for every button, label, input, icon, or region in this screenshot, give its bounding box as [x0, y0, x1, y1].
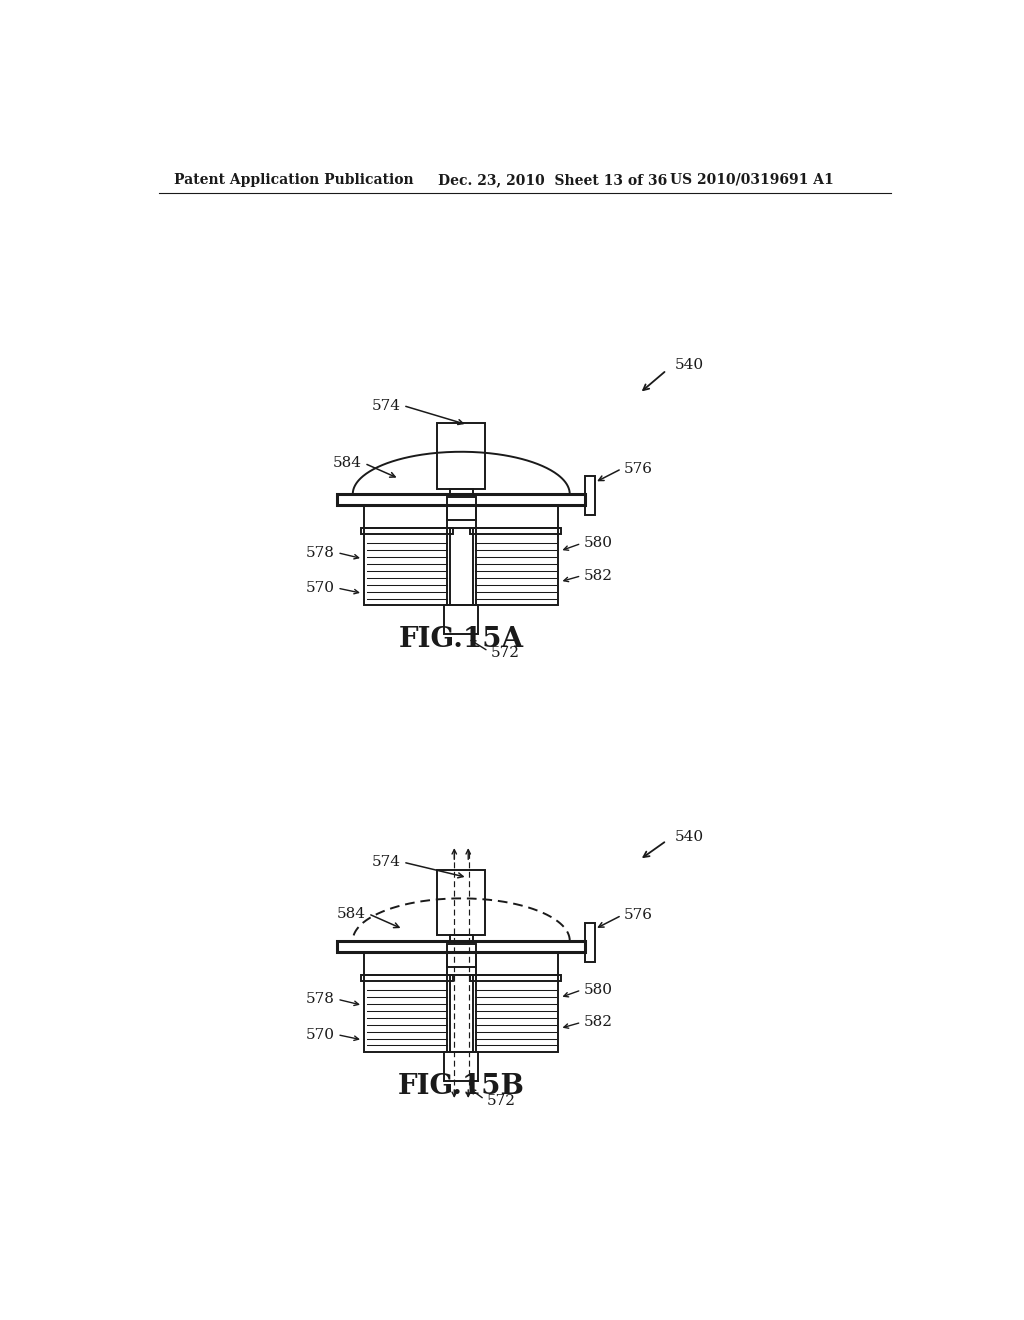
Bar: [450, 488, 473, 494]
Text: 540: 540: [675, 358, 703, 372]
Bar: [337, 941, 586, 952]
Text: 576: 576: [624, 908, 653, 923]
Text: 572: 572: [486, 1094, 516, 1107]
Bar: [437, 870, 485, 936]
Text: 582: 582: [584, 1015, 612, 1030]
Text: 540: 540: [675, 830, 703, 843]
Bar: [446, 952, 476, 966]
Bar: [470, 974, 561, 981]
Bar: [586, 923, 595, 961]
Bar: [446, 506, 476, 520]
Bar: [470, 528, 561, 535]
Text: 582: 582: [584, 569, 612, 582]
Text: 584: 584: [333, 457, 362, 470]
Text: 574: 574: [372, 399, 400, 413]
Text: 574: 574: [372, 855, 400, 869]
Bar: [361, 974, 453, 981]
Bar: [444, 1052, 478, 1081]
Bar: [444, 605, 478, 635]
Text: 580: 580: [584, 536, 612, 550]
Text: 584: 584: [337, 907, 366, 921]
Text: 580: 580: [584, 983, 612, 997]
Bar: [473, 528, 558, 605]
Text: 572: 572: [490, 645, 520, 660]
Bar: [437, 424, 485, 488]
Text: 570: 570: [306, 581, 335, 595]
Text: US 2010/0319691 A1: US 2010/0319691 A1: [671, 173, 835, 187]
Text: 578: 578: [306, 545, 335, 560]
Text: Dec. 23, 2010  Sheet 13 of 36: Dec. 23, 2010 Sheet 13 of 36: [438, 173, 668, 187]
Text: 570: 570: [306, 1028, 335, 1041]
Bar: [446, 498, 476, 605]
Text: Patent Application Publication: Patent Application Publication: [174, 173, 414, 187]
Text: FIG.15A: FIG.15A: [398, 626, 524, 653]
Text: 576: 576: [624, 462, 653, 475]
Bar: [473, 974, 558, 1052]
Bar: [365, 952, 558, 974]
Bar: [446, 944, 476, 1052]
Bar: [586, 477, 595, 515]
Bar: [361, 528, 453, 535]
Bar: [365, 974, 450, 1052]
Bar: [450, 936, 473, 941]
Text: FIG.15B: FIG.15B: [397, 1073, 524, 1100]
Bar: [365, 528, 450, 605]
Bar: [365, 504, 558, 528]
Text: 578: 578: [306, 993, 335, 1006]
Bar: [337, 494, 586, 506]
